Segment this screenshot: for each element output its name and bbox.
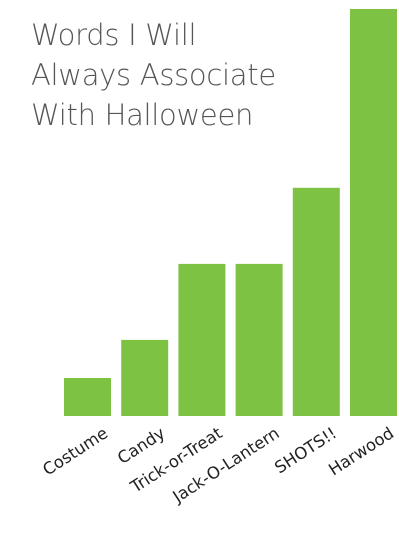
bar-jack-o-lantern — [235, 263, 283, 416]
x-tick-label: Costume — [39, 423, 111, 479]
chart-title-line-3: With Halloween — [31, 98, 253, 132]
chart-title-line-2: Always Associate — [31, 58, 276, 92]
x-tick-label: Harwood — [325, 423, 397, 479]
bar-harwood — [350, 9, 397, 416]
bars-group — [64, 9, 397, 416]
bar-shots — [292, 187, 340, 416]
x-tick-labels: Costume CandyTrick-or-TreatJack-O-Lantern… — [39, 423, 397, 507]
chart-title: Words I Will Always Associate With Hallo… — [31, 18, 276, 132]
bar-candy — [121, 339, 169, 416]
bar-trick-or-treat — [178, 263, 226, 416]
chart-title-line-1: Words I Will — [31, 18, 196, 52]
bar-costume — [64, 378, 111, 416]
